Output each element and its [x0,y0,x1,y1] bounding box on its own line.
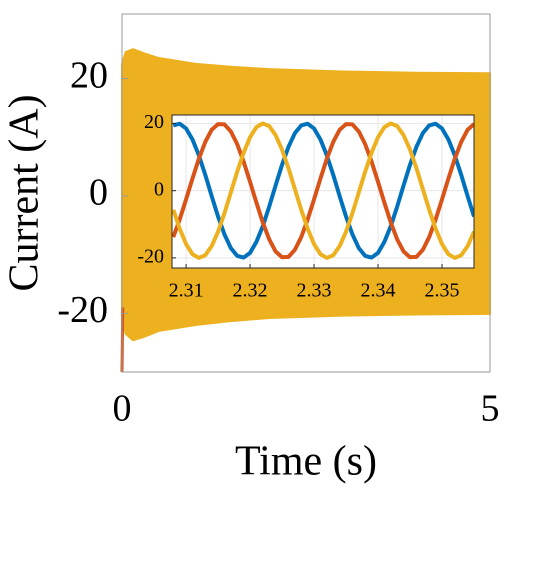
axes-box [171,114,475,269]
current-line [172,122,474,260]
x-tick-label: 2.32 [233,280,268,302]
x-axis-label: Time (s) [235,439,377,485]
x-tick-label: 2.33 [297,280,332,302]
y-tick-label: 20 [144,111,164,133]
x-tick-label: 5 [481,388,500,430]
x-tick-label: 2.34 [361,280,396,302]
y-tick-label: -20 [137,246,164,268]
current-line [172,121,474,260]
x-tick-label: 0 [113,388,132,430]
current-line [172,121,474,260]
y-tick-label: 0 [89,172,108,214]
y-tick-label: -20 [57,289,108,331]
inset-background [172,115,474,268]
x-tick-label: 2.31 [169,280,204,302]
axes-box [121,13,491,373]
y-tick-label: 0 [154,178,164,200]
x-tick-label: 2.35 [425,280,460,302]
y-axis-label: Current (A) [2,94,48,291]
y-tick-label: 20 [70,54,108,96]
